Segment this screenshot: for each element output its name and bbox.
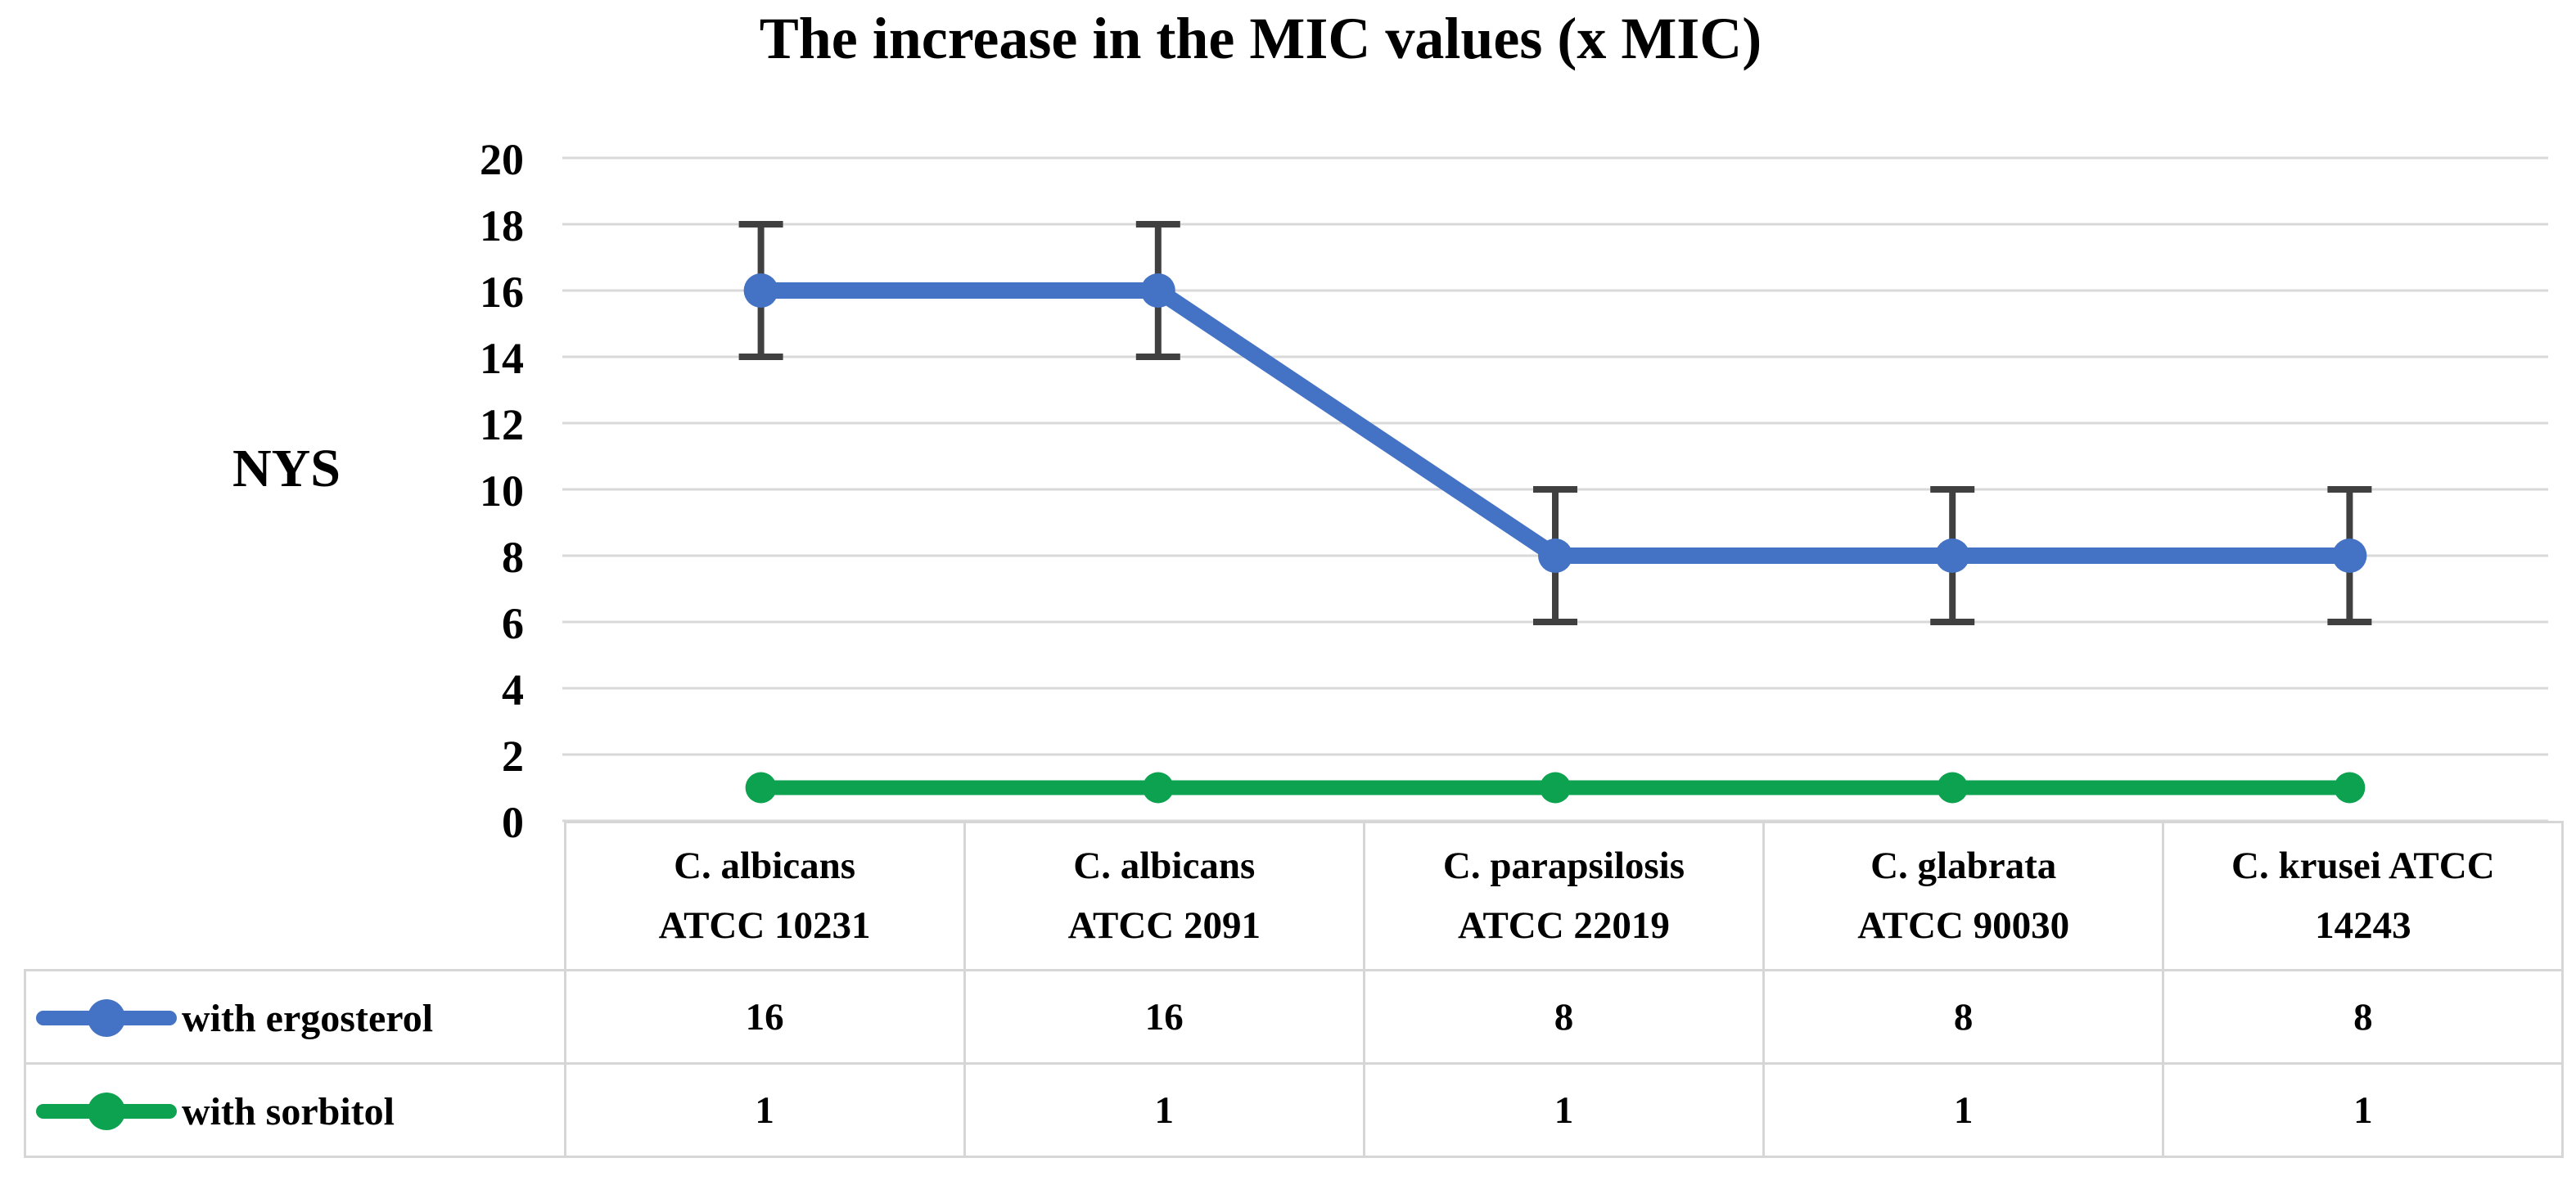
data-point-marker [1142,772,1174,804]
category-header-cell: C. albicans ATCC 10231 [563,821,966,971]
data-point-marker [2332,538,2367,573]
legend-label: with ergosterol [182,996,434,1040]
data-point-marker [745,772,777,804]
legend-key-marker-icon [88,999,125,1038]
y-tick-label: 20 [480,135,524,184]
y-tick-label: 0 [502,798,524,847]
value-cell: 8 [2162,969,2565,1065]
y-tick-label: 6 [502,599,524,648]
y-tick-label: 18 [480,201,524,250]
y-tick-label: 16 [480,268,524,317]
legend-key-marker-icon [88,1093,125,1131]
category-header-cell: C. albicans ATCC 2091 [963,821,1365,971]
value-cell: 16 [563,969,966,1065]
chart-title: The increase in the MIC values (x MIC) [759,6,1762,71]
series-row: with ergosterol 16 16 8 8 8 [24,969,2565,1065]
value-cell: 1 [1762,1062,2165,1158]
category-header-cell: C. glabrata ATCC 90030 [1762,821,2165,971]
table-corner-ghost-cell [25,822,566,971]
data-table: C. albicans ATCC 10231 C. albicans ATCC 2… [24,821,2565,1158]
y-tick-label: 8 [502,533,524,582]
value-cell: 1 [1362,1062,1766,1158]
y-tick-label: 14 [480,334,524,383]
y-tick-label: 10 [480,466,524,516]
value-cell: 8 [1362,969,1766,1065]
value-cell: 1 [2162,1062,2565,1158]
table-header-row: C. albicans ATCC 10231 C. albicans ATCC 2… [25,821,2565,971]
legend-key-icon [36,999,177,1038]
legend-cell: with ergosterol [24,969,566,1065]
data-table-body: C. albicans ATCC 10231 C. albicans ATCC 2… [24,821,2565,1158]
data-point-marker [1538,538,1572,573]
data-point-marker [1140,273,1175,308]
data-point-marker [743,273,778,308]
legend-label: with sorbitol [182,1089,395,1133]
data-point-marker [1540,772,1571,804]
data-point-marker [1937,772,1969,804]
y-tick-label: 12 [480,400,524,449]
y-tick-label: 4 [502,665,524,714]
data-point-marker [1935,538,1970,573]
series-row: with sorbitol 1 1 1 1 1 [24,1062,2565,1158]
value-cell: 1 [563,1062,966,1158]
value-cell: 16 [963,969,1365,1065]
legend-cell: with sorbitol [24,1062,566,1158]
category-header-cell: C. krusei ATCC 14243 [2162,821,2565,971]
value-cell: 8 [1762,969,2165,1065]
data-point-marker [2334,772,2366,804]
y-axis-label: NYS [232,439,341,498]
y-tick-label: 2 [502,732,524,781]
legend-key-icon [36,1093,177,1131]
value-cell: 1 [963,1062,1365,1158]
category-header-cell: C. parapsilosis ATCC 22019 [1362,821,1766,971]
